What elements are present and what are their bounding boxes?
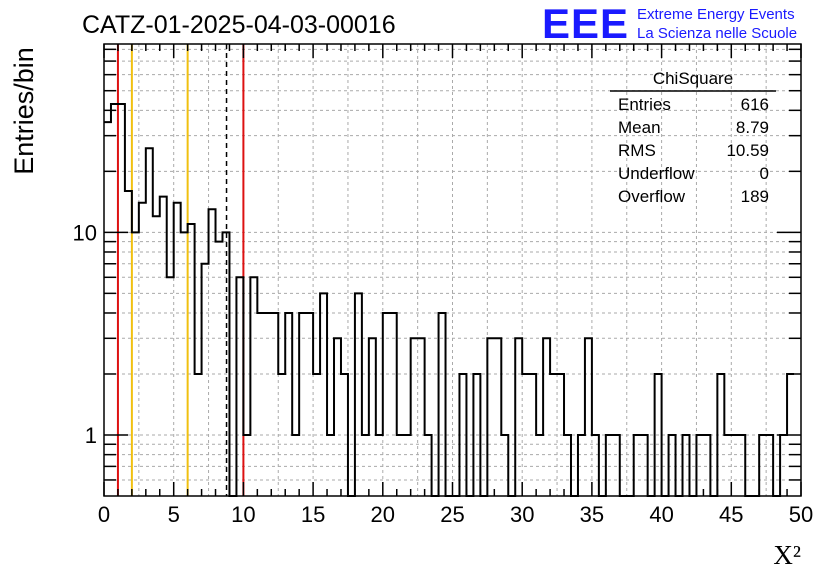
stats-entries-value: 616 bbox=[741, 95, 769, 114]
stats-overflow-value: 189 bbox=[741, 187, 769, 206]
stats-underflow-label: Underflow bbox=[618, 164, 695, 183]
chart-title: CATZ-01-2025-04-03-00016 bbox=[82, 11, 396, 39]
y-tick-label: 1 bbox=[85, 423, 97, 448]
stats-overflow-label: Overflow bbox=[618, 187, 686, 206]
y-axis-label: Entries/bin bbox=[9, 47, 39, 175]
histogram-series bbox=[104, 102, 795, 497]
eee-logo-line1: Extreme Energy Events bbox=[637, 6, 795, 23]
eee-logo: EEE Extreme Energy Events La Scienza nel… bbox=[542, 0, 797, 47]
statistics-box: ChiSquare Entries 616 Mean 8.79 RMS 10.5… bbox=[610, 69, 776, 206]
x-tick-label: 50 bbox=[789, 502, 813, 527]
y-tick-label: 10 bbox=[73, 220, 97, 245]
axis-ticks bbox=[103, 44, 802, 496]
x-tick-label: 20 bbox=[371, 502, 395, 527]
x-tick-label: 0 bbox=[98, 502, 110, 527]
x-tick-label: 40 bbox=[649, 502, 673, 527]
eee-logo-line2: La Scienza nelle Scuole bbox=[637, 25, 797, 42]
reference-lines bbox=[116, 44, 245, 496]
x-tick-label: 15 bbox=[301, 502, 325, 527]
stats-rms-value: 10.59 bbox=[726, 141, 769, 160]
stats-entries-label: Entries bbox=[618, 95, 671, 114]
stats-underflow-value: 0 bbox=[760, 164, 769, 183]
x-axis-label: X² bbox=[773, 540, 801, 570]
stats-mean-label: Mean bbox=[618, 118, 661, 137]
x-tick-label: 25 bbox=[440, 502, 464, 527]
x-tick-label: 5 bbox=[168, 502, 180, 527]
x-tick-label: 45 bbox=[719, 502, 743, 527]
grid bbox=[104, 44, 801, 496]
axis-tick-labels: 0 5 10 15 20 25 30 35 40 45 50 1 10 bbox=[73, 220, 814, 527]
x-tick-label: 30 bbox=[510, 502, 534, 527]
x-tick-label: 10 bbox=[231, 502, 255, 527]
eee-logo-mark: EEE bbox=[542, 0, 629, 47]
stats-mean-value: 8.79 bbox=[736, 118, 769, 137]
stats-title: ChiSquare bbox=[653, 69, 733, 88]
x-tick-label: 35 bbox=[580, 502, 604, 527]
stats-rms-label: RMS bbox=[618, 141, 656, 160]
